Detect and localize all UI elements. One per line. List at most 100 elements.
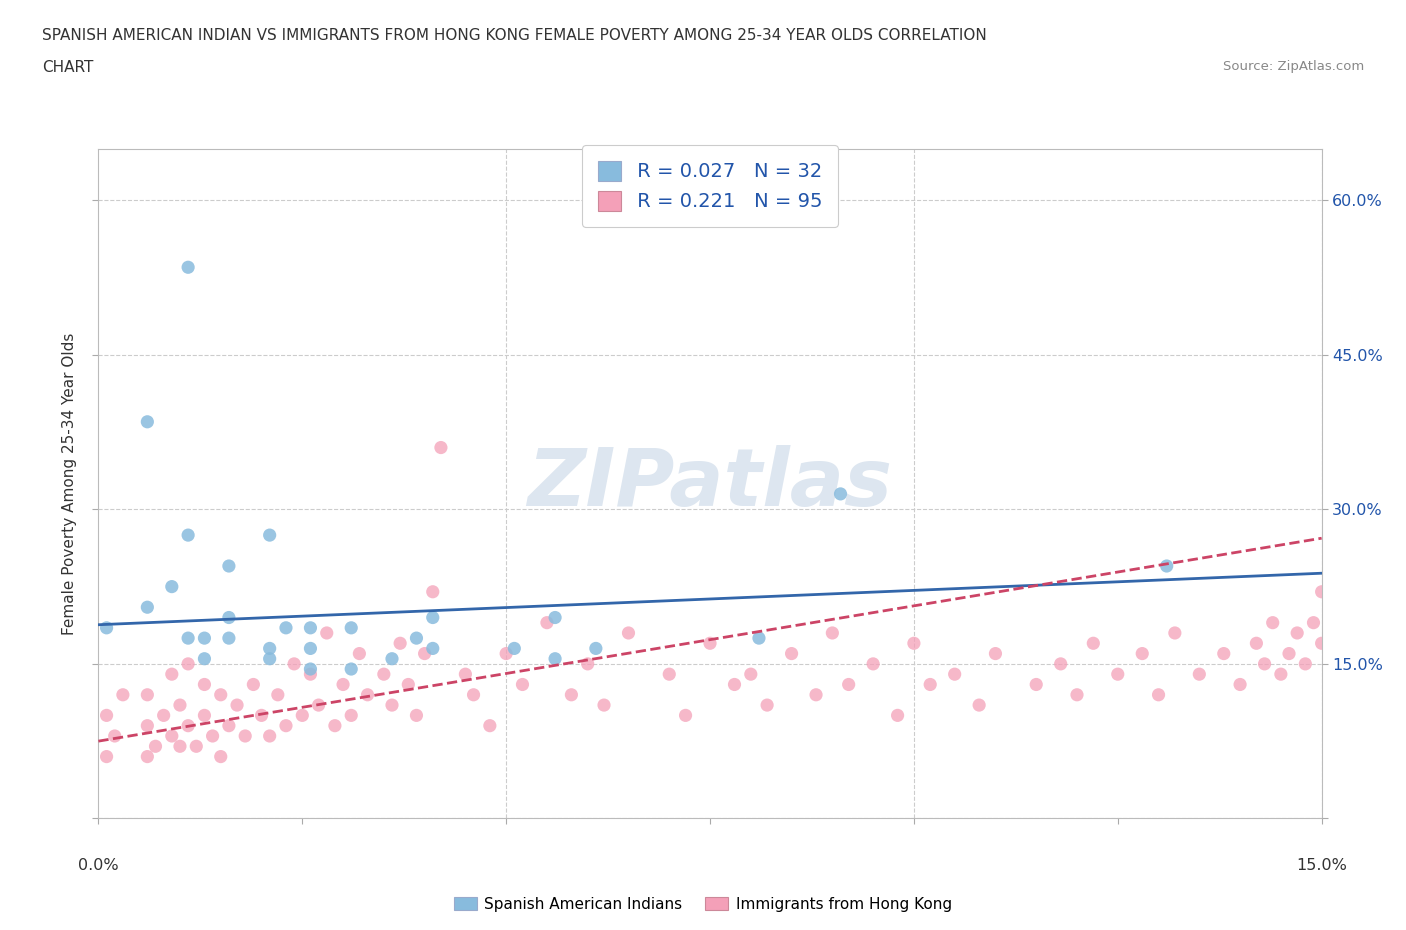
Point <box>560 687 582 702</box>
Point <box>259 527 281 542</box>
Point <box>209 750 232 764</box>
Point <box>1246 636 1268 651</box>
Point <box>920 677 942 692</box>
Point <box>967 698 990 712</box>
Point <box>422 610 444 625</box>
Point <box>218 631 240 645</box>
Point <box>1294 657 1316 671</box>
Point <box>585 641 607 656</box>
Point <box>1253 657 1275 671</box>
Point <box>267 687 290 702</box>
Point <box>381 651 404 666</box>
Point <box>259 651 281 666</box>
Point <box>740 667 762 682</box>
Point <box>1286 626 1309 641</box>
Point <box>756 698 779 712</box>
Point <box>430 440 453 455</box>
Point <box>1049 657 1071 671</box>
Point <box>259 641 281 656</box>
Point <box>177 631 200 645</box>
Point <box>658 667 681 682</box>
Legend: Spanish American Indians, Immigrants from Hong Kong: Spanish American Indians, Immigrants fro… <box>447 890 959 918</box>
Point <box>96 620 118 635</box>
Point <box>544 651 567 666</box>
Point <box>315 626 337 641</box>
Point <box>984 646 1007 661</box>
Point <box>1147 687 1170 702</box>
Point <box>478 718 501 733</box>
Point <box>495 646 517 661</box>
Point <box>136 415 159 430</box>
Point <box>291 708 314 723</box>
Point <box>104 728 127 743</box>
Point <box>1083 636 1105 651</box>
Point <box>512 677 534 692</box>
Point <box>186 738 208 753</box>
Point <box>373 667 395 682</box>
Point <box>193 631 215 645</box>
Point <box>1212 646 1234 661</box>
Y-axis label: Female Poverty Among 25-34 Year Olds: Female Poverty Among 25-34 Year Olds <box>62 332 77 635</box>
Point <box>780 646 803 661</box>
Point <box>617 626 640 641</box>
Text: Source: ZipAtlas.com: Source: ZipAtlas.com <box>1223 60 1364 73</box>
Point <box>136 750 159 764</box>
Point <box>299 661 322 676</box>
Point <box>1130 646 1153 661</box>
Point <box>193 651 215 666</box>
Point <box>136 600 159 615</box>
Point <box>422 584 444 599</box>
Point <box>699 636 721 651</box>
Point <box>177 527 200 542</box>
Point <box>723 677 745 692</box>
Point <box>218 610 240 625</box>
Point <box>226 698 249 712</box>
Point <box>1261 616 1284 631</box>
Point <box>274 620 297 635</box>
Point <box>242 677 264 692</box>
Point <box>903 636 925 651</box>
Point <box>830 486 852 501</box>
Point <box>405 631 427 645</box>
Point <box>340 620 363 635</box>
Point <box>389 636 412 651</box>
Point <box>1278 646 1301 661</box>
Point <box>308 698 330 712</box>
Point <box>454 667 477 682</box>
Point <box>576 657 599 671</box>
Point <box>1310 636 1333 651</box>
Point <box>250 708 273 723</box>
Point <box>1107 667 1129 682</box>
Point <box>405 708 427 723</box>
Text: ZIPatlas: ZIPatlas <box>527 445 893 523</box>
Point <box>209 687 232 702</box>
Point <box>274 718 297 733</box>
Point <box>1156 559 1178 574</box>
Text: 15.0%: 15.0% <box>1296 857 1347 872</box>
Point <box>463 687 485 702</box>
Point <box>396 677 419 692</box>
Point <box>675 708 697 723</box>
Point <box>160 579 183 594</box>
Point <box>1164 626 1187 641</box>
Point <box>1302 616 1324 631</box>
Point <box>413 646 436 661</box>
Point <box>177 259 200 274</box>
Point <box>1188 667 1211 682</box>
Point <box>1229 677 1251 692</box>
Point <box>193 677 215 692</box>
Point <box>152 708 174 723</box>
Point <box>299 620 322 635</box>
Point <box>862 657 884 671</box>
Point <box>299 641 322 656</box>
Point <box>593 698 616 712</box>
Point <box>193 708 215 723</box>
Point <box>233 728 256 743</box>
Point <box>943 667 966 682</box>
Point <box>886 708 908 723</box>
Point <box>177 718 200 733</box>
Point <box>201 728 224 743</box>
Point <box>1310 584 1333 599</box>
Point <box>340 661 363 676</box>
Text: 0.0%: 0.0% <box>79 857 118 872</box>
